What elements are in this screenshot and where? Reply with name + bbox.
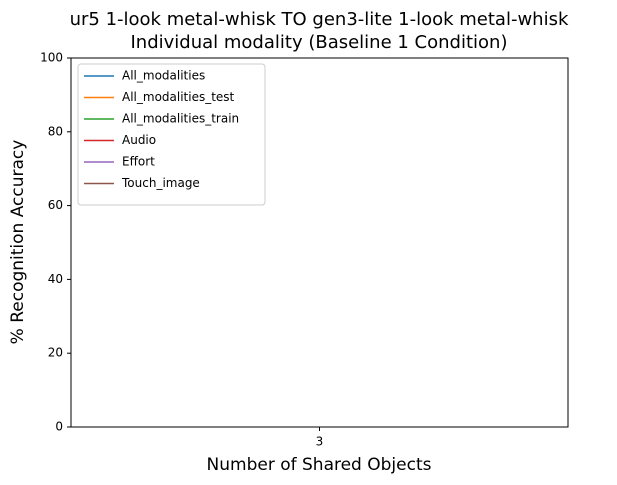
y-axis-label: % Recognition Accuracy xyxy=(8,140,28,345)
legend-label: All_modalities_test xyxy=(122,90,235,104)
chart-subtitle: Individual modality (Baseline 1 Conditio… xyxy=(131,32,508,53)
y-tick-label: 60 xyxy=(48,198,63,212)
legend-label: Effort xyxy=(122,155,155,169)
x-axis-label: Number of Shared Objects xyxy=(207,455,432,475)
legend-label: All_modalities xyxy=(122,69,205,83)
y-tick-label: 80 xyxy=(48,124,63,138)
legend-label: All_modalities_train xyxy=(122,112,239,126)
y-tick-label: 100 xyxy=(40,51,63,65)
y-tick-label: 0 xyxy=(55,420,63,434)
y-tick-label: 20 xyxy=(48,346,63,360)
legend-label: Touch_image xyxy=(121,176,200,190)
x-tick-label: 3 xyxy=(316,435,324,449)
legend-box xyxy=(77,63,266,206)
chart-title: ur5 1-look metal-whisk TO gen3-lite 1-lo… xyxy=(70,9,569,30)
legend-label: Audio xyxy=(122,133,156,147)
y-tick-label: 40 xyxy=(48,272,63,286)
